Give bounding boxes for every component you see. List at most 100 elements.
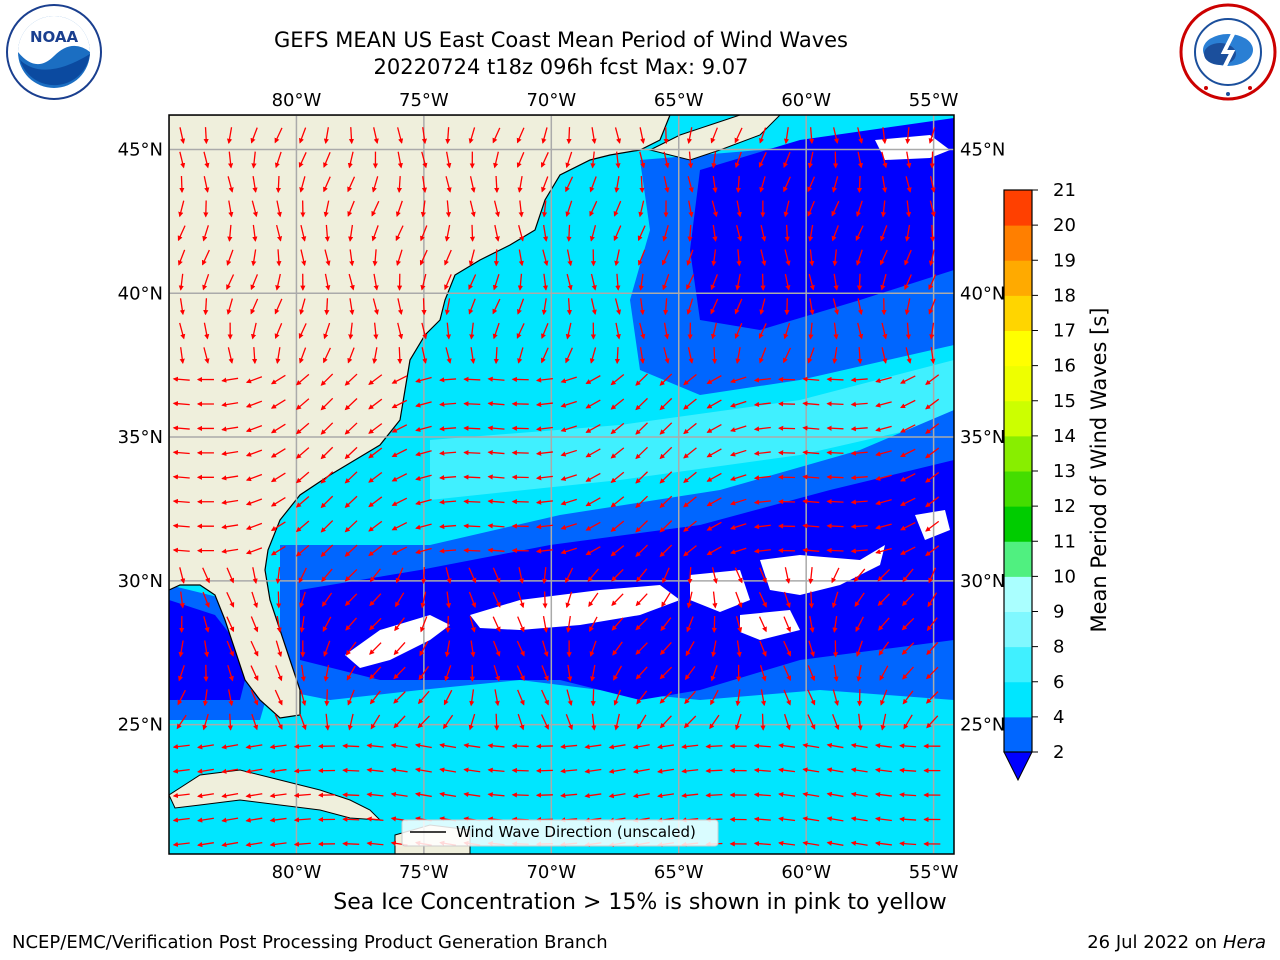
wave-arrow	[298, 567, 307, 584]
colorbar-segment	[1004, 681, 1032, 718]
wave-arrow	[178, 665, 185, 682]
wave-arrow	[276, 591, 282, 609]
colorbar-segment	[1004, 716, 1032, 753]
wave-arrow	[348, 273, 355, 291]
wave-arrow	[469, 200, 476, 218]
wave-arrow	[541, 665, 549, 682]
wave-arrow	[227, 224, 233, 242]
latitude-label: 25°N	[118, 715, 163, 736]
wave-arrow	[518, 200, 524, 218]
wave-arrow	[320, 520, 334, 533]
wave-arrow	[585, 375, 601, 385]
wave-arrow	[295, 496, 310, 508]
wave-arrow	[295, 398, 310, 410]
wave-arrow	[589, 225, 597, 242]
wave-arrow	[686, 616, 694, 633]
wave-arrow	[686, 127, 693, 144]
wave-arrow	[730, 498, 747, 506]
wave-arrow	[494, 713, 500, 731]
wave-arrow	[686, 249, 694, 266]
wave-arrow	[590, 273, 597, 291]
wave-arrow	[831, 176, 839, 193]
wave-arrow	[734, 323, 743, 339]
colorbar-segment	[1004, 225, 1032, 261]
wave-arrow	[735, 224, 743, 242]
wave-arrow	[808, 273, 815, 291]
wave-arrow	[493, 665, 501, 682]
colorbar-segment	[1004, 260, 1032, 296]
map-title: GEFS MEAN US East Coast Mean Period of W…	[274, 28, 848, 52]
wave-arrow	[415, 499, 432, 506]
wave-arrow	[275, 175, 282, 194]
wave-arrow	[487, 547, 505, 553]
wave-arrow	[300, 249, 307, 267]
wave-arrow	[736, 200, 742, 218]
wave-arrow	[221, 402, 239, 408]
wave-arrow	[881, 322, 888, 340]
wave-arrow	[348, 322, 354, 340]
wave-arrow	[518, 224, 525, 242]
wave-band-under-2s-south	[169, 600, 250, 700]
wave-arrow	[856, 273, 863, 291]
wave-arrow	[877, 617, 890, 631]
wave-arrow	[783, 151, 791, 168]
calm-area-4	[760, 545, 885, 595]
wave-arrow	[517, 713, 525, 731]
noaa-logo-icon: NOAA	[6, 4, 102, 100]
wave-arrow	[468, 274, 477, 291]
wave-arrow	[342, 743, 360, 749]
wave-arrow	[179, 298, 185, 316]
wave-arrow	[930, 347, 936, 365]
wave-arrow	[659, 544, 673, 557]
colorbar-segment	[1004, 541, 1032, 577]
wave-arrow	[178, 273, 184, 291]
wave-arrow	[369, 690, 381, 705]
wave-arrow	[421, 567, 427, 585]
wave-arrow	[683, 422, 697, 435]
wave-arrow	[635, 422, 648, 435]
wave-arrow	[349, 298, 355, 316]
wave-arrow	[177, 249, 186, 266]
wave-arrow	[179, 175, 185, 194]
wave-arrow	[415, 474, 432, 481]
wave-arrow	[807, 176, 816, 193]
wave-arrow	[706, 423, 722, 433]
wave-arrow	[565, 176, 574, 193]
noaa-logo-text: NOAA	[30, 28, 79, 46]
wave-arrow	[299, 127, 307, 144]
wave-arrow	[439, 499, 457, 505]
wave-arrow	[826, 767, 844, 773]
wave-band-under-2s-mid	[300, 460, 954, 700]
longitude-label: 80°W	[272, 90, 322, 111]
wave-arrow	[178, 200, 185, 218]
wave-arrow	[759, 347, 767, 364]
latitude-label: 40°N	[118, 283, 163, 304]
wave-arrow	[632, 793, 650, 799]
wave-arrow	[881, 127, 887, 145]
wave-arrow	[269, 768, 287, 774]
wave-arrow	[396, 249, 403, 266]
wave-arrow	[370, 714, 381, 730]
wave-arrow	[226, 591, 235, 608]
wave-arrow	[759, 176, 766, 193]
wave-arrow	[270, 423, 286, 434]
wave-arrow	[591, 713, 597, 731]
wave-arrow	[826, 840, 844, 846]
wave-arrow	[492, 322, 500, 340]
wave-arrow	[635, 642, 648, 655]
wave-arrow	[245, 376, 263, 384]
wave-arrow	[463, 767, 481, 773]
wave-arrow	[179, 322, 186, 340]
wave-arrow	[802, 401, 820, 407]
wave-arrow	[736, 249, 742, 267]
wave-arrow	[778, 840, 796, 847]
wave-arrow	[468, 591, 477, 608]
wave-band-under-2s-north	[690, 118, 954, 330]
wave-arrow	[541, 200, 548, 218]
wave-arrow	[854, 592, 865, 607]
wave-arrow	[833, 127, 839, 144]
wave-arrow	[809, 615, 815, 633]
wave-arrow	[706, 375, 722, 385]
wave-arrow	[221, 744, 239, 750]
wave-arrow	[299, 591, 306, 609]
